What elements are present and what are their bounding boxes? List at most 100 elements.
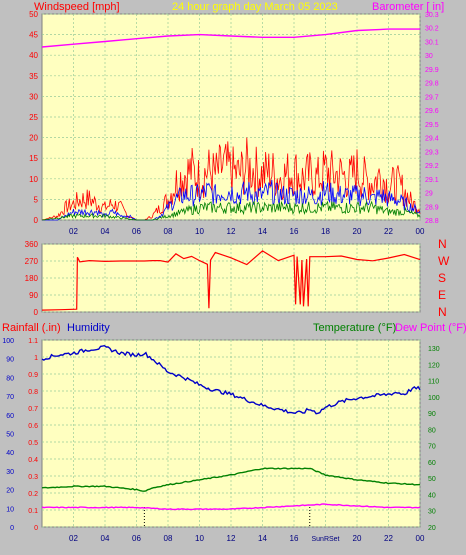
temp-y-tick-label: 120 (428, 362, 440, 369)
wind-x-tick-label: 18 (321, 227, 330, 236)
direction-y-tick-label: 90 (29, 291, 38, 300)
humidity-y-tick-label: 70 (6, 394, 14, 401)
baro-y-tick-label: 29.2 (425, 163, 439, 170)
wind-x-tick-label: 02 (69, 227, 78, 236)
baro-y-tick-label: 29.8 (425, 81, 439, 88)
wind-x-tick-label: 04 (101, 227, 110, 236)
direction-y-tick-label: 270 (25, 257, 39, 266)
humidity-y-tick-label: 0 (10, 525, 14, 532)
temp-y-tick-label: 40 (428, 492, 436, 499)
compass-label-e: E (438, 288, 446, 302)
temp-y-tick-label: 130 (428, 346, 440, 353)
humidity-y-tick-label: 100 (2, 338, 14, 345)
wind-x-tick-label: 12 (227, 227, 236, 236)
baro-y-tick-label: 29.3 (425, 149, 439, 156)
rain-y-tick-label: 0.9 (28, 372, 38, 379)
rain-y-tick-label: 1 (34, 355, 38, 362)
wind-x-tick-label: 06 (132, 227, 141, 236)
windspeed-axis-label: Windspeed [mph] (34, 1, 120, 13)
series-barometer-line (41, 28, 420, 48)
baro-y-tick-label: 28.9 (425, 204, 439, 211)
temp-x-tick-label: 20 (353, 534, 362, 543)
temp-y-tick-label: 70 (428, 444, 436, 451)
humidity-y-tick-label: 20 (6, 488, 14, 495)
chart-marks-layer: 0510152025303540455028.828.92929.129.229… (2, 10, 450, 543)
dewpoint-axis-label: Dew Point (°F) (395, 322, 466, 334)
temp-y-tick-label: 80 (428, 427, 436, 434)
temp-y-tick-label: 60 (428, 460, 436, 467)
temp-x-tick-label: 04 (101, 534, 110, 543)
wind-x-tick-label: 10 (195, 227, 204, 236)
temp-y-tick-label: 30 (428, 509, 436, 516)
direction-y-tick-label: 360 (25, 240, 39, 249)
humidity-y-tick-label: 40 (6, 450, 14, 457)
temp-y-tick-label: 20 (428, 525, 436, 532)
rainfall-axis-label: Rainfall (.in) (2, 322, 61, 334)
baro-y-tick-label: 28.8 (425, 218, 439, 225)
rain-y-tick-label: 1.1 (28, 338, 38, 345)
series-temperature-line (41, 467, 421, 492)
series-direction-line (41, 250, 421, 311)
humidity-y-tick-label: 80 (6, 375, 14, 382)
wind-y-tick-label: 15 (29, 154, 38, 163)
wind-y-tick-label: 20 (29, 134, 38, 143)
temp-x-tick-label: 16 (290, 534, 299, 543)
humidity-axis-label: Humidity (67, 322, 110, 334)
series-humidity-line (41, 344, 421, 415)
rain-y-tick-label: 0.4 (28, 457, 38, 464)
temp-x-tick-label: 12 (227, 534, 236, 543)
direction-y-tick-label: 0 (34, 308, 39, 317)
chart-title: 24 hour graph day March 05 2023 (172, 1, 338, 13)
temp-x-tick-label: 10 (195, 534, 204, 543)
barometer-axis-label: Barometer [ in] (372, 1, 444, 13)
temp-y-tick-label: 100 (428, 395, 440, 402)
compass-label-w: W (438, 254, 450, 268)
compass-label-n: N (438, 305, 447, 319)
baro-y-tick-label: 30.1 (425, 39, 439, 46)
series-gust-line (41, 137, 421, 221)
temp-x-tick-label: 22 (384, 534, 393, 543)
baro-y-tick-label: 30.2 (425, 26, 439, 33)
rain-y-tick-label: 0 (34, 525, 38, 532)
baro-y-tick-label: 29.5 (425, 122, 439, 129)
temp-x-tick-label: 02 (69, 534, 78, 543)
humidity-y-tick-label: 50 (6, 432, 14, 439)
temp-x-tick-label: 08 (164, 534, 173, 543)
wind-x-tick-label: 22 (384, 227, 393, 236)
baro-y-tick-label: 29 (425, 191, 433, 198)
wind-y-tick-label: 25 (29, 113, 38, 122)
baro-y-tick-label: 29.1 (425, 177, 439, 184)
baro-y-tick-label: 29.7 (425, 94, 439, 101)
wind-y-tick-label: 45 (29, 31, 38, 40)
rain-y-tick-label: 0.7 (28, 406, 38, 413)
humidity-y-tick-label: 60 (6, 413, 14, 420)
temp-y-tick-label: 90 (428, 411, 436, 418)
temp-x-tick-label: 00 (416, 534, 425, 543)
wind-x-tick-label: 20 (353, 227, 362, 236)
series-avg-line (42, 179, 421, 221)
wind-y-tick-label: 35 (29, 72, 38, 81)
wind-y-tick-label: 5 (34, 195, 39, 204)
baro-y-tick-label: 30.3 (425, 12, 439, 19)
humidity-y-tick-label: 10 (6, 506, 14, 513)
temp-y-tick-label: 50 (428, 476, 436, 483)
wind-x-tick-label: 08 (164, 227, 173, 236)
rain-y-tick-label: 0.1 (28, 508, 38, 515)
baro-y-tick-label: 29.9 (425, 67, 439, 74)
wind-y-tick-label: 10 (29, 175, 38, 184)
wind-y-tick-label: 30 (29, 92, 38, 101)
wind-y-tick-label: 40 (29, 51, 38, 60)
wind-y-tick-label: 50 (29, 10, 38, 19)
rain-y-tick-label: 0.6 (28, 423, 38, 430)
temp-x-tick-label: 14 (258, 534, 267, 543)
compass-label-s: S (438, 271, 446, 285)
rain-y-tick-label: 0.8 (28, 389, 38, 396)
baro-y-tick-label: 29.6 (425, 108, 439, 115)
series-dewpoint-line (41, 503, 421, 511)
wind-x-tick-label: 16 (290, 227, 299, 236)
rain-y-tick-label: 0.5 (28, 440, 38, 447)
wind-y-tick-label: 0 (34, 216, 39, 225)
series-low-line (41, 200, 421, 221)
